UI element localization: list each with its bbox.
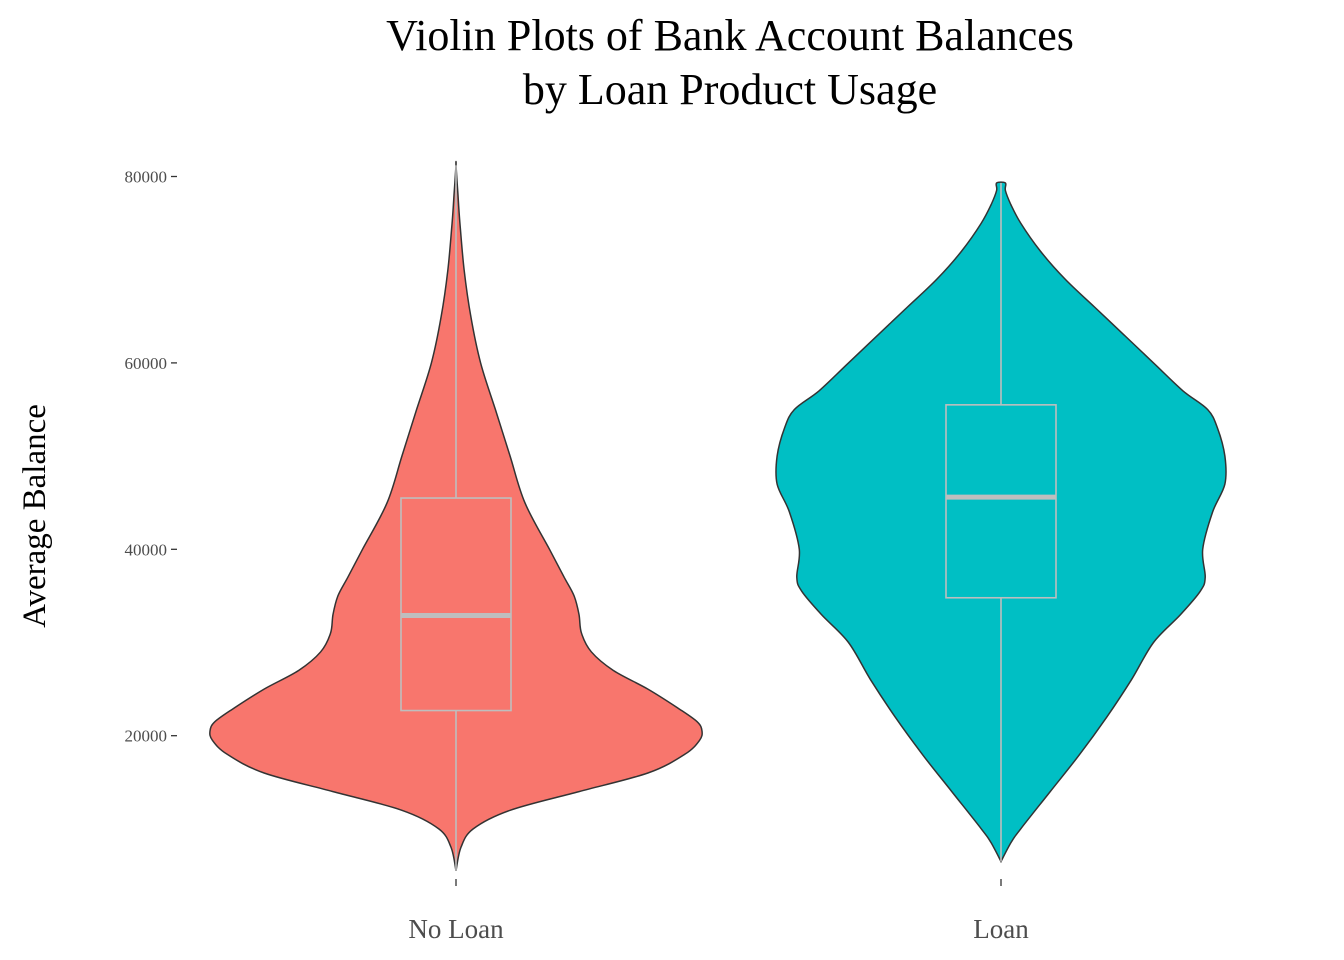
x-tick-label: Loan	[973, 914, 1029, 944]
y-tick-label: 20000	[125, 727, 168, 746]
y-tick-label: 80000	[125, 168, 168, 187]
violin-group-loan	[775, 181, 1227, 864]
chart-title-line-1: Violin Plots of Bank Account Balances	[386, 11, 1074, 60]
x-tick-label: No Loan	[408, 914, 504, 944]
violin-group-no-loan	[209, 160, 703, 871]
chart-title: Violin Plots of Bank Account Balances by…	[386, 11, 1074, 114]
plot-area	[209, 160, 1227, 871]
x-axis: No Loan Loan	[408, 879, 1029, 944]
violin-shape	[209, 160, 703, 871]
y-axis-label: Average Balance	[17, 404, 53, 628]
y-axis: 20000 40000 60000 80000	[125, 168, 177, 746]
violin-shape	[775, 181, 1227, 864]
chart-title-line-2: by Loan Product Usage	[523, 65, 937, 114]
iqr-box	[945, 404, 1057, 599]
y-tick-label: 40000	[125, 540, 168, 559]
y-tick-label: 60000	[125, 354, 168, 373]
iqr-box	[400, 497, 512, 712]
